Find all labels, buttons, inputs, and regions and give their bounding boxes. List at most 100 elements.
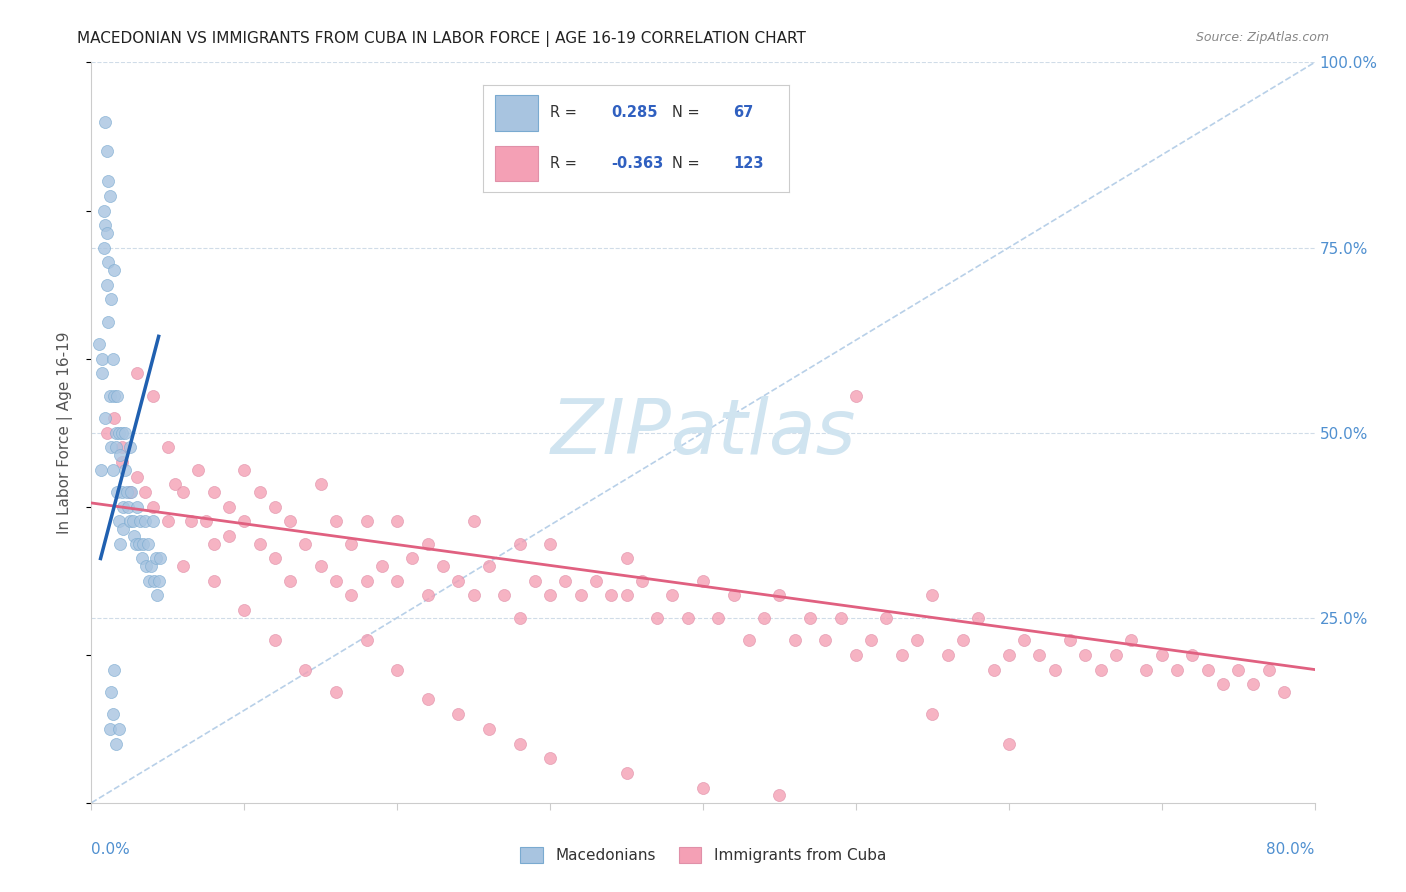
Text: ZIPatlas: ZIPatlas	[550, 396, 856, 469]
Point	[401, 551, 423, 566]
Point	[87, 336, 110, 351]
Point	[91, 351, 114, 366]
Point	[1090, 663, 1112, 677]
Point	[1272, 685, 1295, 699]
Point	[105, 484, 128, 499]
Point	[1150, 648, 1173, 662]
Point	[1243, 677, 1265, 691]
Point	[463, 589, 485, 603]
Point	[356, 632, 378, 647]
Point	[538, 751, 561, 765]
Point	[202, 484, 225, 499]
Point	[738, 632, 761, 647]
Point	[509, 610, 531, 624]
Point	[1197, 663, 1219, 677]
Point	[1012, 632, 1035, 647]
Point	[371, 558, 394, 573]
Point	[100, 293, 122, 307]
Point	[340, 589, 363, 603]
Point	[554, 574, 576, 588]
Point	[692, 574, 714, 588]
Point	[538, 589, 561, 603]
Point	[707, 610, 730, 624]
Point	[141, 515, 163, 529]
Point	[264, 500, 287, 514]
Point	[134, 515, 156, 529]
Point	[936, 648, 959, 662]
Point	[121, 515, 143, 529]
Point	[814, 632, 837, 647]
Text: Source: ZipAtlas.com: Source: ZipAtlas.com	[1195, 31, 1329, 45]
Point	[143, 574, 166, 588]
Y-axis label: In Labor Force | Age 16-19: In Labor Force | Age 16-19	[56, 331, 73, 534]
Point	[294, 663, 316, 677]
Point	[921, 589, 943, 603]
Point	[768, 789, 790, 803]
Point	[416, 589, 439, 603]
Point	[100, 441, 122, 455]
Point	[100, 685, 122, 699]
Point	[104, 441, 127, 455]
Point	[278, 574, 301, 588]
Point	[118, 484, 141, 499]
Point	[523, 574, 546, 588]
Point	[96, 277, 118, 292]
Point	[1028, 648, 1050, 662]
Point	[172, 558, 194, 573]
Point	[754, 610, 776, 624]
Point	[325, 515, 347, 529]
Point	[998, 648, 1021, 662]
Point	[1181, 648, 1204, 662]
Point	[631, 574, 654, 588]
Point	[845, 388, 868, 402]
Point	[117, 500, 139, 514]
Point	[103, 663, 125, 677]
Point	[97, 314, 120, 328]
Point	[132, 536, 155, 550]
Point	[110, 536, 132, 550]
Point	[860, 632, 883, 647]
Point	[1212, 677, 1234, 691]
Point	[141, 388, 163, 402]
Point	[1257, 663, 1279, 677]
Point	[139, 558, 162, 573]
Point	[104, 425, 127, 440]
Point	[218, 500, 240, 514]
Point	[509, 536, 531, 550]
Point	[569, 589, 592, 603]
Point	[118, 515, 141, 529]
Point	[97, 255, 120, 269]
Point	[90, 462, 112, 476]
Point	[112, 500, 135, 514]
Point	[98, 188, 121, 202]
Point	[278, 515, 301, 529]
Point	[249, 484, 271, 499]
Point	[845, 648, 868, 662]
Point	[103, 410, 125, 425]
Point	[325, 685, 347, 699]
Point	[156, 441, 179, 455]
Point	[447, 706, 470, 721]
Point	[136, 536, 159, 550]
Point	[134, 484, 156, 499]
Point	[309, 558, 332, 573]
Point	[110, 448, 132, 462]
Point	[125, 536, 148, 550]
Point	[983, 663, 1005, 677]
Point	[432, 558, 454, 573]
Point	[202, 536, 225, 550]
Point	[249, 536, 271, 550]
Point	[98, 388, 121, 402]
Point	[340, 536, 363, 550]
Point	[645, 610, 668, 624]
Point	[233, 462, 256, 476]
Point	[385, 663, 409, 677]
Point	[905, 632, 928, 647]
Point	[94, 114, 117, 128]
Point	[356, 515, 378, 529]
Point	[616, 551, 638, 566]
Point	[233, 603, 256, 617]
Text: 0.0%: 0.0%	[91, 842, 131, 856]
Point	[101, 462, 124, 476]
Point	[128, 536, 150, 550]
